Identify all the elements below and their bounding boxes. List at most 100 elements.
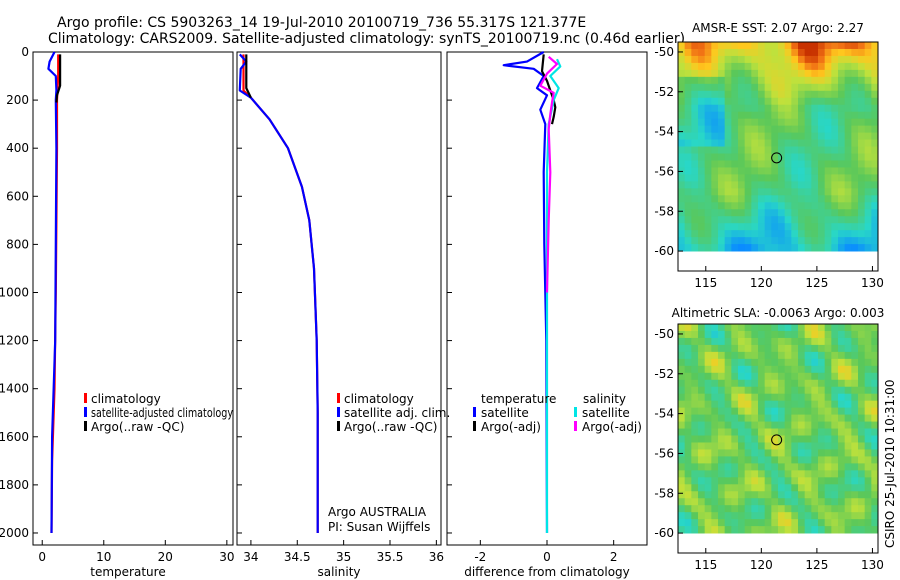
sla-map-cell <box>691 386 699 395</box>
sla-map-cell <box>858 435 866 443</box>
sst-map-cell <box>864 90 872 99</box>
sla-map-cell <box>871 414 879 422</box>
sst-map-cell <box>811 97 819 106</box>
sst-map-cell <box>858 55 866 64</box>
sst-map-cell <box>778 237 786 245</box>
sla-map-cell <box>718 512 726 520</box>
sst-map-cell <box>798 195 806 203</box>
sst-map-cell <box>838 230 846 238</box>
sst-map-cell <box>691 139 699 147</box>
sst-map-cell <box>798 104 806 113</box>
sst-map-cell <box>844 69 852 78</box>
sla-map-cell <box>698 505 706 513</box>
sla-map-cell <box>778 379 786 388</box>
sst-map-cell <box>844 202 852 210</box>
sst-map-cell <box>704 76 712 85</box>
sla-map-cell <box>684 505 692 513</box>
sst-map-cell <box>818 118 826 127</box>
sla-map-cell <box>784 344 792 353</box>
sla-map-cell <box>791 421 799 429</box>
sla-map-cell <box>838 386 846 395</box>
depth-ytick-label: 1600 <box>0 430 29 444</box>
sla-map-cell <box>804 324 812 332</box>
sla-map-cell <box>844 337 852 346</box>
sla-map-cell <box>724 505 732 513</box>
sla-map-cell <box>858 519 866 527</box>
sst-map-cell <box>831 48 839 57</box>
sst-map-cell <box>798 69 806 78</box>
sla-map-cell <box>738 477 746 485</box>
sla-map-cell <box>871 337 879 346</box>
sla-map-cell <box>731 498 739 506</box>
salinity-legend: climatology satellite adj. clim. Argo(..… <box>337 392 450 434</box>
sla-map-xtick-label: 125 <box>805 558 828 572</box>
sla-map-cell <box>844 407 852 415</box>
sst-map-cell <box>798 139 806 147</box>
sst-map-cell <box>851 202 859 210</box>
sst-map-cell <box>711 76 719 85</box>
sst-map-cell <box>831 223 839 231</box>
sst-map-cell <box>738 230 746 238</box>
sla-map-cell <box>718 484 726 492</box>
sla-map-cell <box>691 463 699 471</box>
sst-map-cell <box>758 230 766 238</box>
sla-map-xtick-label: 115 <box>694 558 717 572</box>
sst-map-cell <box>851 160 859 168</box>
sst-map-cell <box>818 55 826 64</box>
sla-map-cell <box>844 414 852 422</box>
sla-map-cell <box>844 393 852 402</box>
sst-map-cell <box>698 188 706 196</box>
sla-map-cell <box>811 512 819 520</box>
sst-map-cell <box>751 139 759 147</box>
sla-map-cell <box>804 449 812 457</box>
sst-map-cell <box>811 174 819 182</box>
sla-map-cell <box>731 512 739 520</box>
sst-map-cell <box>778 146 786 154</box>
sla-map-cell <box>731 470 739 478</box>
sst-map-cell <box>771 55 779 64</box>
sst-map-cell <box>858 104 866 113</box>
sst-map-cell <box>738 195 746 203</box>
sla-map-cell <box>764 324 772 332</box>
sla-map-cell <box>711 386 719 395</box>
sst-map-cell <box>724 48 732 57</box>
sla-map-cell <box>864 498 872 506</box>
sla-map-cell <box>784 337 792 346</box>
sla-map-cell <box>778 526 786 534</box>
sst-map-cell <box>704 55 712 64</box>
sla-map-cell <box>698 400 706 409</box>
sla-map-cell <box>744 505 752 513</box>
sla-map-cell <box>738 407 746 415</box>
sst-map-cell <box>871 139 879 147</box>
sst-map-cell <box>831 174 839 182</box>
sla-map-cell <box>704 324 712 332</box>
sst-map-cell <box>704 216 712 224</box>
sst-map-cell <box>851 111 859 120</box>
sst-map-cell <box>691 48 699 57</box>
temperature-xlabel: temperature <box>90 565 165 579</box>
sst-map-cell <box>678 230 686 238</box>
sla-map-cell <box>764 372 772 381</box>
sla-map-cell <box>784 519 792 527</box>
sla-map-cell <box>764 519 772 527</box>
sla-map-cell <box>784 351 792 360</box>
sst-map-cell <box>791 132 799 140</box>
sla-map-cell <box>758 337 766 346</box>
sla-map-cell <box>771 351 779 360</box>
sla-map-cell <box>811 344 819 353</box>
sla-map-cell <box>698 414 706 422</box>
sla-map-cell <box>811 442 819 450</box>
sst-map-cell <box>824 132 832 140</box>
sla-map-cell <box>864 477 872 485</box>
sst-map-cell <box>718 202 726 210</box>
sla-map-cell <box>691 344 699 353</box>
sla-map-cell <box>778 442 786 450</box>
legend-label-climatology: climatology <box>344 392 414 406</box>
sla-map-cell <box>751 393 759 402</box>
sla-map-cell <box>744 324 752 332</box>
sla-map-cell <box>771 456 779 464</box>
sla-map-cell <box>751 351 759 360</box>
sla-map-cell <box>818 491 826 499</box>
sst-map-cell <box>678 181 686 189</box>
